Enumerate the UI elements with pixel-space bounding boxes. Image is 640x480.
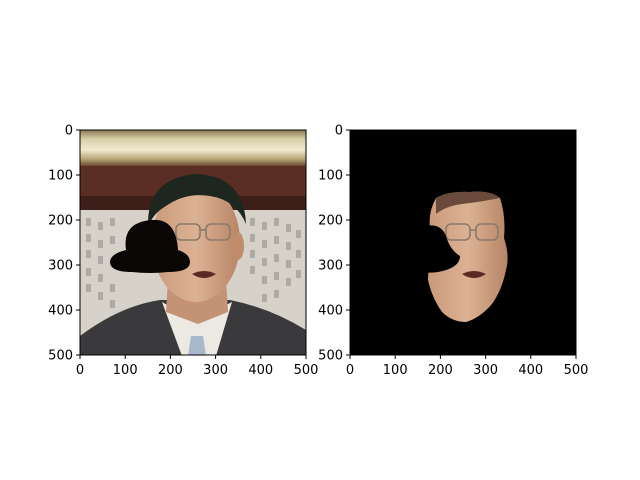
- mouth: [192, 271, 216, 278]
- y-tick-label: 400: [318, 304, 343, 319]
- y-tick-label: 500: [318, 349, 343, 364]
- x-tick-label: 200: [428, 363, 453, 378]
- x-tick-label: 500: [294, 363, 319, 378]
- x-tick-label: 0: [346, 363, 354, 378]
- x-tick-label: 100: [383, 363, 408, 378]
- right-image-panel: [350, 130, 576, 355]
- necktie: [188, 336, 206, 355]
- segment-eyeglasses: [445, 223, 499, 241]
- y-tick-label: 0: [65, 124, 73, 139]
- y-tick-label: 100: [318, 169, 343, 184]
- face: [152, 182, 240, 302]
- y-tick-label: 100: [48, 169, 73, 184]
- y-tick-label: 200: [318, 214, 343, 229]
- x-tick-label: 400: [518, 363, 543, 378]
- x-tick-label: 200: [158, 363, 183, 378]
- x-tick-label: 100: [113, 363, 138, 378]
- hat-occluder: [110, 219, 190, 273]
- x-tick-label: 0: [76, 363, 84, 378]
- y-tick-label: 0: [335, 124, 343, 139]
- x-tick-label: 400: [248, 363, 273, 378]
- left-axes-frame: [79, 129, 307, 356]
- segment-mouth: [462, 271, 486, 278]
- x-tick-label: 300: [473, 363, 498, 378]
- right-axes-frame: [349, 129, 577, 356]
- segment-occluded-region: [418, 225, 460, 273]
- y-tick-label: 300: [318, 259, 343, 274]
- x-tick-label: 500: [564, 363, 589, 378]
- hair: [147, 174, 246, 228]
- x-tick-label: 300: [203, 363, 228, 378]
- picture-frame-top: [80, 130, 306, 166]
- calligraphy-text-background: [86, 218, 301, 308]
- left-image-panel: [80, 130, 306, 355]
- y-tick-label: 200: [48, 214, 73, 229]
- y-tick-label: 300: [48, 259, 73, 274]
- eyeglasses: [175, 223, 231, 241]
- y-tick-label: 500: [48, 349, 73, 364]
- face-segment-hair-shadow: [436, 191, 500, 214]
- y-tick-label: 400: [48, 304, 73, 319]
- left-ear: [232, 232, 244, 260]
